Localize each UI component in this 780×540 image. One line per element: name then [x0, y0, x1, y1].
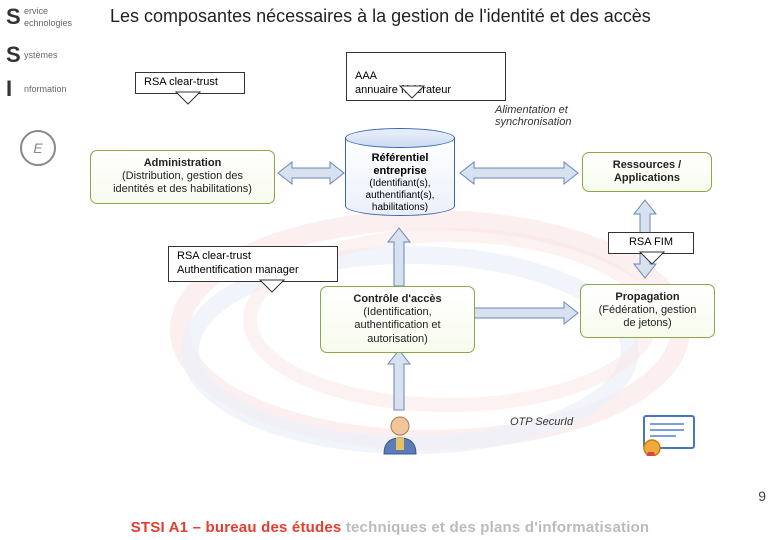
- sidebar-letter-s2: S: [6, 42, 21, 68]
- user-icon: [378, 412, 422, 456]
- footer-red: STSI A1 – bureau des études: [131, 519, 346, 536]
- annot-sync: Alimentation et synchronisation: [495, 104, 615, 128]
- node-admin-sub: (Distribution, gestion des identités et …: [101, 170, 264, 196]
- arrow-double-icon: [460, 300, 578, 326]
- tag-tail-icon: [176, 92, 200, 106]
- tag-tail-icon: [640, 252, 664, 266]
- arrow-up-icon: [386, 350, 412, 410]
- node-ressources: Ressources / Applications: [582, 152, 712, 192]
- cylinder-title: Référentiel entreprise: [346, 152, 454, 178]
- sidebar-letter-i: I: [6, 76, 12, 102]
- arrow-double-icon: [278, 160, 344, 186]
- sidebar-letter-s1: S: [6, 4, 21, 30]
- tag-auth-mgr-l2: Authentification manager: [177, 264, 329, 278]
- tag-rsa-fim-text: RSA FIM: [629, 236, 673, 248]
- slide-title: Les composantes nécessaires à la gestion…: [110, 6, 651, 27]
- arrow-double-icon: [460, 160, 578, 186]
- node-controle: Contrôle d'accès (Identification, authen…: [320, 286, 475, 353]
- node-prop-sub: (Fédération, gestion de jetons): [591, 304, 704, 330]
- node-access-sub: (Identification, authentification et aut…: [331, 306, 464, 346]
- tag-auth-mgr: RSA clear-trust Authentification manager: [168, 246, 338, 282]
- cylinder-sub: (Identifiant(s), authentifiant(s), habil…: [346, 178, 454, 214]
- footer-grey: techniques et des plans d'informatisatio…: [346, 519, 649, 536]
- annot-otp: OTP SecurId: [510, 416, 573, 428]
- node-admin-title: Administration: [101, 157, 264, 170]
- node-res-l2: Applications: [593, 172, 701, 185]
- page-number: 9: [758, 488, 766, 504]
- sidebar-word-tech: echnologies: [24, 18, 72, 28]
- sidebar-word-info: nformation: [24, 84, 67, 94]
- cylinder-body: Référentiel entreprise (Identifiant(s), …: [345, 138, 455, 216]
- tag-tail-icon: [400, 86, 424, 100]
- sidebar-word-service: ervice: [24, 6, 48, 16]
- cylinder-referentiel: Référentiel entreprise (Identifiant(s), …: [345, 128, 455, 216]
- tag-auth-mgr-l1: RSA clear-trust: [177, 250, 329, 264]
- node-access-title: Contrôle d'accès: [331, 293, 464, 306]
- cylinder-top: [345, 128, 455, 148]
- node-res-l1: Ressources /: [593, 159, 701, 172]
- tag-rsa-cleartrust: RSA clear-trust: [135, 72, 245, 94]
- node-administration: Administration (Distribution, gestion de…: [90, 150, 275, 204]
- sidebar-word-syst: ystèmes: [24, 50, 58, 60]
- tag-aaa: AAA annuaire fédérateur: [346, 52, 506, 101]
- arrow-up-icon: [386, 228, 412, 286]
- tag-tail-icon: [260, 280, 284, 294]
- node-propagation: Propagation (Fédération, gestion de jeto…: [580, 284, 715, 338]
- footer: STSI A1 – bureau des études techniques e…: [0, 519, 780, 536]
- certificate-icon: [640, 412, 700, 456]
- logo-circle-icon: E: [20, 130, 56, 166]
- node-prop-title: Propagation: [591, 291, 704, 304]
- tag-rsa-cleartrust-text: RSA clear-trust: [144, 76, 218, 88]
- tag-rsa-fim: RSA FIM: [608, 232, 694, 254]
- sidebar: S ervice echnologies S ystèmes I nformat…: [0, 0, 78, 540]
